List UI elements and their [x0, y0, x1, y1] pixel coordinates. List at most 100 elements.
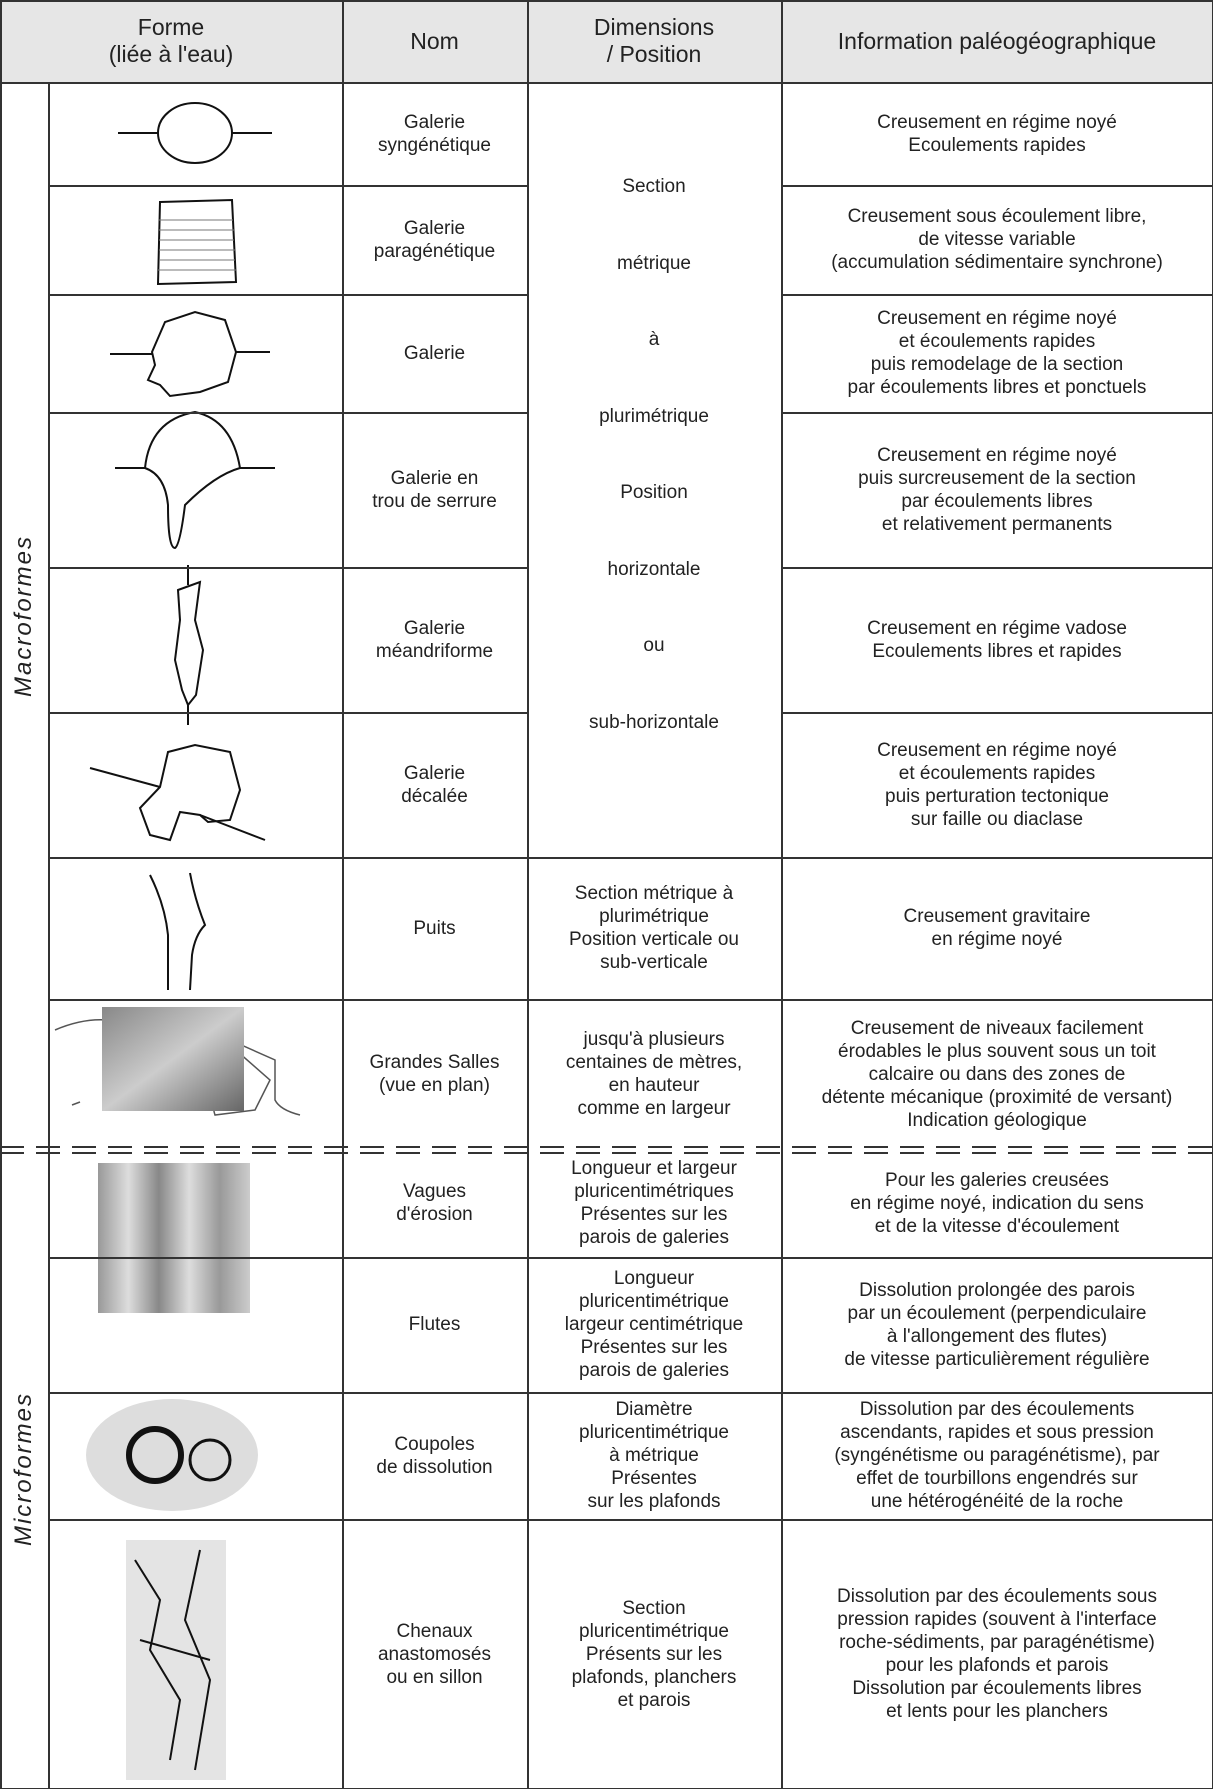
- nom-cell: Puits: [342, 857, 527, 999]
- information-cell: Creusement de niveaux facilement érodable…: [781, 999, 1213, 1149]
- text-line: Présentes sur les: [580, 1204, 728, 1225]
- nom-cell: Galerie: [342, 294, 527, 412]
- text-line: Vagues: [402, 1181, 467, 1202]
- rule: [108, 1146, 132, 1148]
- text-line: Pour les galeries creusées: [885, 1169, 1109, 1191]
- text-line: Coupoles: [394, 1433, 475, 1455]
- nom-cell: Galerie paragénétique: [342, 185, 527, 294]
- text-line: (liée à l'eau): [108, 41, 234, 67]
- text-line: plurimétrique: [599, 405, 709, 427]
- text-line: Dissolution par écoulements libres: [852, 1678, 1142, 1699]
- rule: [0, 82, 1213, 84]
- rule: [1211, 0, 1213, 1789]
- text-line: érodables le plus souvent sous un toit: [838, 1040, 1156, 1062]
- photo-chenaux: [126, 1540, 226, 1780]
- text-line: puis remodelage de la section: [870, 354, 1124, 375]
- rule: [216, 1146, 240, 1148]
- rule: [972, 1152, 996, 1154]
- text-line: à métrique: [609, 1445, 699, 1466]
- rule: [48, 567, 527, 569]
- text-line: ascendants, rapides et sous pression: [840, 1422, 1154, 1443]
- rule: [781, 185, 1213, 187]
- rule: [540, 1152, 564, 1154]
- rule: [648, 1146, 672, 1148]
- text-line: horizontale: [607, 558, 701, 580]
- rule: [936, 1146, 960, 1148]
- rule: [180, 1146, 204, 1148]
- dimensions-cell: jusqu'à plusieurs centaines de mètres, en …: [527, 999, 781, 1149]
- information-cell: Creusement en régime noyé Ecoulements rap…: [781, 82, 1213, 185]
- rule: [756, 1152, 780, 1154]
- rule: [1080, 1146, 1104, 1148]
- rule: [781, 294, 1213, 296]
- rule: [0, 1152, 24, 1154]
- rule: [216, 1152, 240, 1154]
- text-line: puis surcreusement de la section: [858, 467, 1136, 489]
- shape-puits: [149, 872, 207, 991]
- rule: [48, 999, 1213, 1001]
- nom-cell: Galerie syngénétique: [342, 82, 527, 185]
- text-line: et écoulements rapides: [898, 762, 1096, 784]
- shape-paragenetique: [156, 198, 238, 286]
- text-line: Section: [622, 176, 686, 198]
- text-line: parois de galeries: [579, 1360, 729, 1381]
- text-line: et écoulements rapides: [898, 331, 1096, 352]
- rule: [0, 1787, 1213, 1789]
- rule: [504, 1146, 528, 1148]
- rule: [252, 1152, 276, 1154]
- rule: [342, 0, 344, 1789]
- text-line: Ecoulements libres et rapides: [872, 640, 1122, 662]
- text-line: Flutes: [408, 1314, 461, 1335]
- rule: [432, 1152, 456, 1154]
- shape-serrure: [115, 410, 275, 550]
- nom-cell: Coupoles de dissolution: [342, 1392, 527, 1519]
- rule: [1080, 1152, 1104, 1154]
- text-line: en régime noyé: [931, 929, 1063, 950]
- dimensions-cell: Section pluricentimétrique Présents sur le…: [527, 1519, 781, 1789]
- rule: [48, 82, 50, 1789]
- rule: [468, 1146, 492, 1148]
- header-cell: Forme (liée à l'eau): [0, 0, 342, 82]
- rule: [144, 1152, 168, 1154]
- nom-cell: Flutes: [342, 1257, 527, 1392]
- text-line: anastomosés: [377, 1643, 491, 1665]
- group-label: Microformes: [10, 1392, 37, 1547]
- text-line: par écoulements libres et ponctuels: [847, 377, 1147, 398]
- text-line: Galerie: [403, 762, 466, 784]
- text-line: Dissolution prolongée des parois: [859, 1279, 1135, 1301]
- text-line: Diamètre: [615, 1399, 693, 1420]
- text-line: plafonds, planchers: [571, 1666, 737, 1688]
- rule: [1188, 1146, 1212, 1148]
- rule: [48, 712, 527, 714]
- text-line: (syngénétisme ou paragénétisme), par: [834, 1445, 1160, 1466]
- rule: [781, 412, 1213, 414]
- text-line: Ecoulements rapides: [908, 134, 1086, 156]
- text-line: Galerie en: [390, 467, 479, 489]
- text-line: Creusement sous écoulement libre,: [847, 206, 1147, 227]
- rule: [1152, 1146, 1176, 1148]
- text-line: Information paléogéographique: [837, 27, 1157, 54]
- text-line: Position: [620, 482, 688, 504]
- rule: [576, 1146, 600, 1148]
- rule: [360, 1146, 384, 1148]
- text-line: détente mécanique (proximité de versant): [821, 1086, 1173, 1108]
- shape-meandriforme: [173, 565, 205, 725]
- text-line: Dimensions: [593, 14, 715, 40]
- rule: [576, 1152, 600, 1154]
- rule: [48, 294, 527, 296]
- rule: [540, 1146, 564, 1148]
- text-line: Présentes sur les: [580, 1337, 728, 1358]
- text-line: Longueur et largeur: [571, 1158, 737, 1179]
- photo-vagues: [102, 1007, 244, 1111]
- text-line: d'érosion: [396, 1204, 473, 1225]
- text-line: par écoulements libres: [901, 490, 1093, 512]
- text-line: et parois: [617, 1689, 691, 1711]
- text-line: ou: [643, 635, 665, 657]
- nom-cell: Vagues d'érosion: [342, 1149, 527, 1257]
- text-line: Grandes Salles: [369, 1052, 500, 1073]
- photo-coupoles: [86, 1399, 258, 1511]
- text-line: Indication géologique: [907, 1109, 1087, 1131]
- rule: [684, 1152, 708, 1154]
